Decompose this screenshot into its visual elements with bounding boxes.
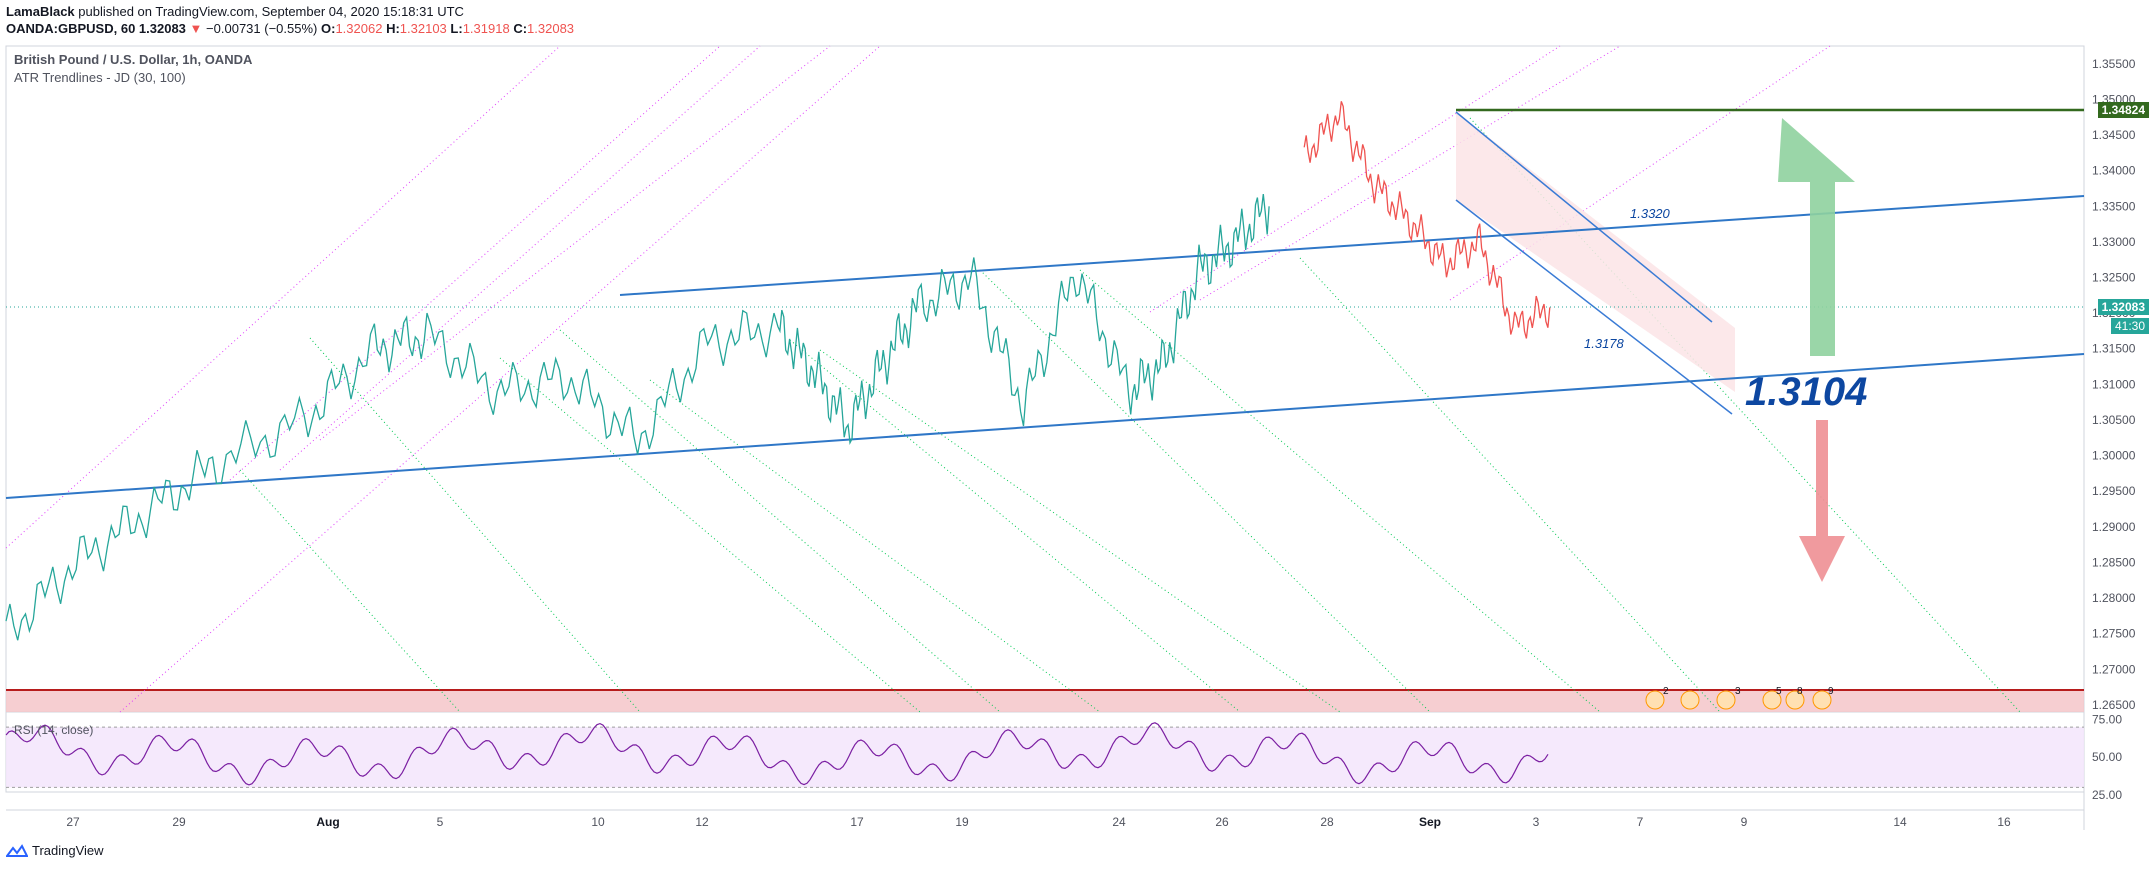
rsi-tick-label: 25.00 (2092, 788, 2122, 802)
atr-up-trendlines (5, 45, 1831, 713)
price-tick-label: 1.33000 (2092, 235, 2136, 249)
time-tick-label: 7 (1637, 815, 1644, 829)
open-label: O: (320, 21, 336, 36)
atr-down-trendlines (239, 117, 2021, 713)
price-tick-label: 1.28000 (2092, 591, 2136, 605)
price-tick-label: 1.30000 (2092, 449, 2136, 463)
down-arrow-icon (1799, 420, 1845, 582)
high-label: H: (386, 21, 400, 36)
rsi-tick-label: 75.00 (2092, 713, 2122, 727)
price-tick-label: 1.29000 (2092, 520, 2136, 534)
time-tick-label: Sep (1419, 815, 1441, 829)
rsi-axis: 75.00 50.00 25.00 (2092, 713, 2122, 802)
chart-header: LamaBlack published on TradingView.com, … (6, 3, 574, 37)
published-text: published on TradingView.com, September … (74, 4, 464, 19)
last-price-tag: 1.32083 (2097, 299, 2149, 315)
low-value: 1.31918 (462, 21, 510, 36)
channel-top-annotation: 1.3320 (1630, 206, 1671, 221)
rsi-band (6, 727, 2084, 788)
author-name[interactable]: LamaBlack (6, 4, 75, 19)
time-tick-label: 29 (172, 815, 186, 829)
up-arrow-icon (1778, 118, 1855, 356)
event-count-label: 8 (1797, 686, 1803, 697)
countdown-tag: 41:30 (2110, 318, 2149, 334)
price-tick-label: 1.31000 (2092, 377, 2136, 391)
price-tick-label: 1.27000 (2092, 662, 2136, 676)
price-tick-label: 1.33500 (2092, 199, 2136, 213)
time-tick-label: 9 (1741, 815, 1748, 829)
lower-trendline (5, 353, 2085, 499)
time-tick-label: 3 (1533, 815, 1540, 829)
time-tick-label: 5 (437, 815, 444, 829)
price-change: −0.00731 (−0.55%) (206, 21, 318, 36)
time-tick-label: 17 (850, 815, 864, 829)
event-flag-icon[interactable] (1812, 690, 1832, 710)
price-tick-label: 1.28500 (2092, 555, 2136, 569)
price-series-down (1303, 101, 1551, 339)
price-tick-label: 1.29500 (2092, 484, 2136, 498)
indicator-label[interactable]: ATR Trendlines - JD (30, 100) (14, 70, 186, 85)
time-tick-label: 19 (955, 815, 969, 829)
high-value: 1.32103 (399, 21, 447, 36)
time-tick-label: 16 (1997, 815, 2011, 829)
price-tick-label: 1.34500 (2092, 128, 2136, 142)
footer: TradingView (6, 843, 104, 858)
time-tick-label: 12 (695, 815, 709, 829)
upper-trendline (619, 195, 2085, 296)
price-tick-label: 1.30500 (2092, 413, 2136, 427)
event-count-label: 2 (1663, 686, 1669, 697)
economic-events[interactable]: 2 3 5 8 9 (1645, 686, 1834, 710)
event-flag-icon[interactable] (1680, 690, 1700, 710)
rsi-label[interactable]: RSI (14, close) (14, 723, 94, 737)
time-axis[interactable]: 27 29 Aug 5 10 12 17 19 24 26 28 Sep 3 7 9 14 16 (66, 815, 2011, 829)
price-tick-label: 1.26500 (2092, 698, 2136, 712)
event-count-label: 5 (1776, 686, 1782, 697)
open-value: 1.32062 (335, 21, 383, 36)
footer-brand[interactable]: TradingView (32, 843, 104, 858)
last-price: 1.32083 (138, 21, 186, 36)
close-label: C: (513, 21, 528, 36)
support-zone (6, 690, 2084, 712)
rsi-tick-label: 50.00 (2092, 750, 2122, 764)
time-tick-label: Aug (316, 815, 339, 829)
event-count-label: 3 (1735, 686, 1741, 697)
time-tick-label: 28 (1320, 815, 1334, 829)
price-series (5, 194, 1270, 641)
descending-channel-fill (1456, 112, 1735, 392)
channel-bottom-annotation: 1.3178 (1584, 336, 1625, 351)
price-tick-label: 1.32500 (2092, 270, 2136, 284)
price-axis[interactable]: 1.355001.350001.345001.340001.335001.330… (2092, 57, 2136, 712)
event-flag-icon[interactable] (1762, 690, 1782, 710)
close-value: 1.32083 (527, 21, 575, 36)
low-label: L: (450, 21, 463, 36)
event-count-label: 9 (1828, 686, 1834, 697)
rsi-series (5, 722, 1549, 786)
event-flag-icon[interactable] (1716, 690, 1736, 710)
chart-title[interactable]: British Pound / U.S. Dollar, 1h, OANDA (14, 52, 253, 67)
time-tick-label: 26 (1215, 815, 1229, 829)
event-flag-icon[interactable] (1645, 690, 1665, 710)
price-tick-label: 1.35500 (2092, 57, 2136, 71)
time-tick-label: 24 (1112, 815, 1126, 829)
symbol-label[interactable]: OANDA:GBPUSD, 60 (6, 21, 136, 36)
time-tick-label: 27 (66, 815, 80, 829)
price-tick-label: 1.31500 (2092, 342, 2136, 356)
time-tick-label: 14 (1893, 815, 1907, 829)
target-annotation: 1.3104 (1745, 370, 1867, 414)
resistance-price-tag: 1.34824 (2097, 102, 2149, 118)
down-arrow-icon: ▼ (189, 21, 203, 36)
channel-upper-line (1455, 111, 1713, 323)
tradingview-logo-icon (6, 843, 28, 857)
price-tick-label: 1.27500 (2092, 627, 2136, 641)
event-flag-icon[interactable] (1785, 690, 1805, 710)
price-tick-label: 1.34000 (2092, 164, 2136, 178)
time-tick-label: 10 (591, 815, 605, 829)
